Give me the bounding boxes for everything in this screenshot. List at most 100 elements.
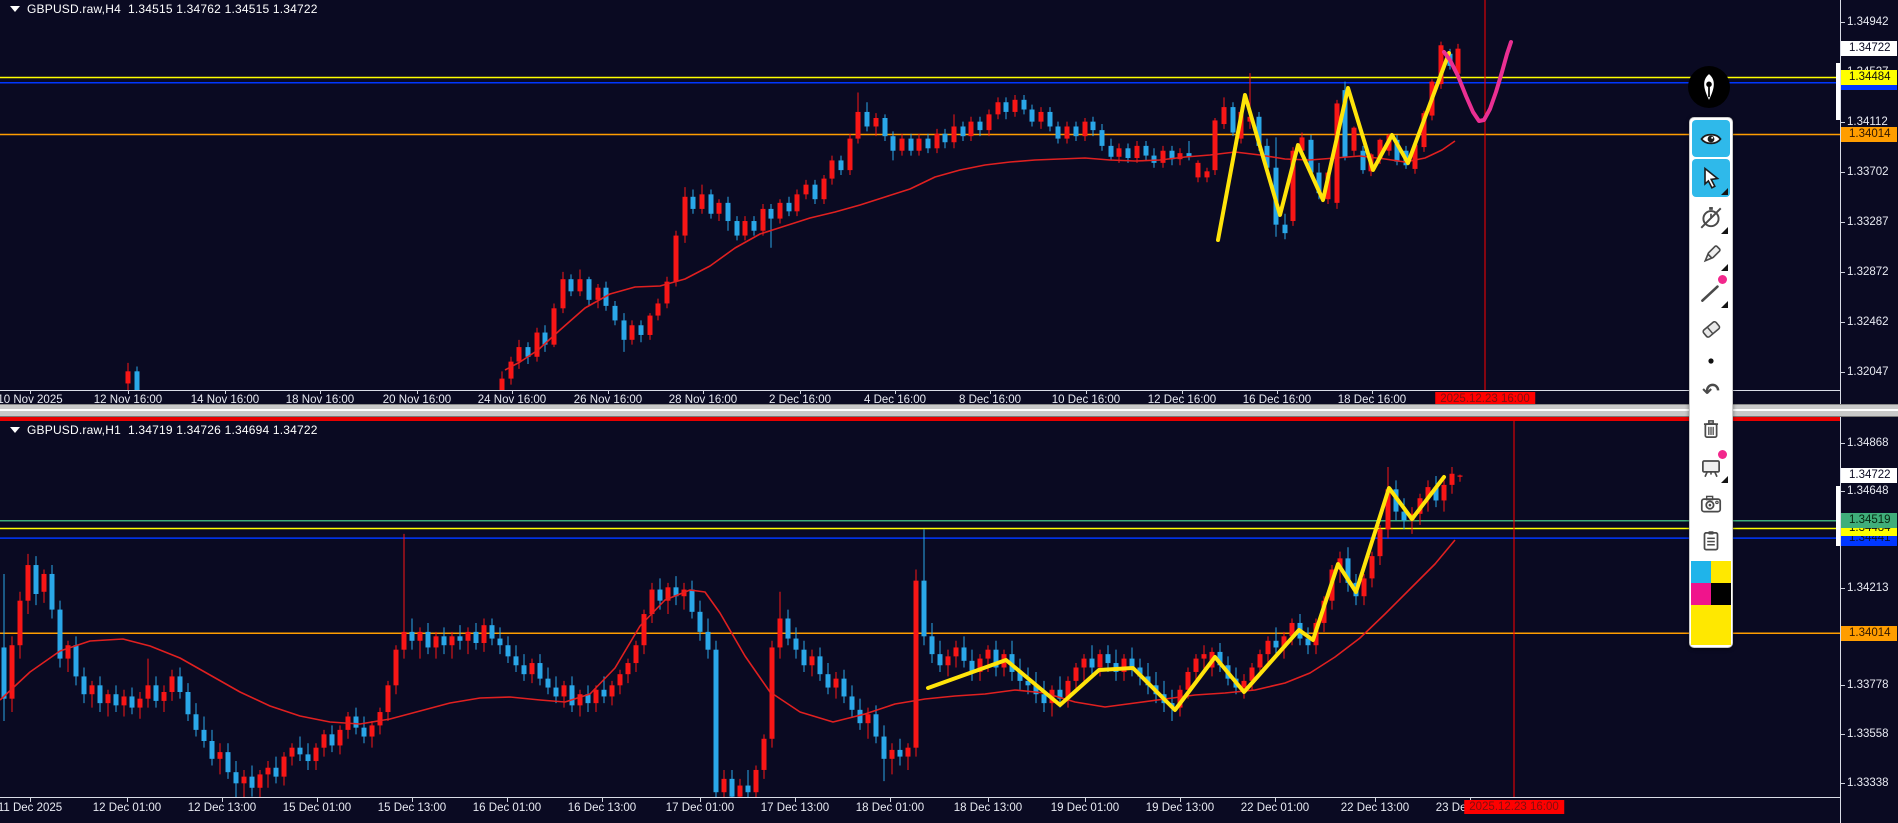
whiteboard-easel-icon	[1702, 459, 1720, 477]
active-chart-stripe	[0, 417, 1840, 421]
camera-icon	[1700, 495, 1722, 513]
time-axis-label: 17 Dec 01:00	[665, 802, 735, 814]
h1-axis-white-marker	[1836, 486, 1840, 546]
time-tick	[320, 390, 321, 394]
eye-icon	[1700, 133, 1722, 144]
time-axis-label: 16 Dec 01:00	[472, 802, 542, 814]
price-level-label-yellow: 1.34484	[1841, 70, 1897, 85]
price-axis-label: 1.34868	[1841, 436, 1897, 451]
marker-tool-button[interactable]	[1692, 236, 1730, 273]
line-tool-button[interactable]	[1692, 273, 1730, 310]
price-axis-label: 1.33778	[1841, 678, 1897, 693]
line-tool-icon	[1701, 285, 1719, 302]
time-cursor-label: 2025.12.23 16:00	[1435, 392, 1535, 406]
h4-time-axis[interactable]: 10 Nov 2025 12 Nov 16:00 14 Nov 16:00 18 No…	[0, 390, 1840, 414]
time-tick	[127, 798, 128, 802]
marker-pen-icon	[1703, 244, 1721, 262]
time-tick	[895, 390, 896, 394]
timer-tool-button[interactable]	[1692, 199, 1730, 236]
color-swatch-magenta[interactable]	[1691, 582, 1711, 605]
time-tick	[608, 390, 609, 394]
time-axis-label: 28 Nov 16:00	[668, 394, 738, 406]
color-swatch-black[interactable]	[1711, 582, 1731, 605]
time-tick	[412, 798, 413, 802]
brush-size-dot-button[interactable]	[1692, 348, 1730, 374]
h1-chart-plot[interactable]	[0, 421, 1840, 797]
undo-button[interactable]: ↶	[1692, 373, 1730, 410]
time-tick	[512, 390, 513, 394]
time-tick	[1086, 390, 1087, 394]
time-axis-label: 18 Dec 16:00	[1337, 394, 1407, 406]
price-axis-label: 1.33338	[1841, 776, 1897, 791]
price-level-label-cur: 1.34722	[1841, 468, 1897, 484]
time-axis-label: 15 Dec 01:00	[282, 802, 352, 814]
time-tick	[417, 390, 418, 394]
clipboard-button[interactable]	[1692, 522, 1730, 559]
time-axis-label: 24 Nov 16:00	[477, 394, 547, 406]
time-tick	[1375, 798, 1376, 802]
delete-drawings-button[interactable]	[1692, 411, 1730, 448]
time-axis-label: 20 Nov 16:00	[382, 394, 452, 406]
price-level-label-cur: 1.34722	[1841, 41, 1897, 57]
price-axis-label: 1.34112	[1841, 115, 1897, 130]
price-axis-label: 1.34942	[1841, 15, 1897, 30]
drawing-toolbar: ↶	[1689, 117, 1733, 648]
time-tick	[703, 390, 704, 394]
time-axis-label: 8 Dec 16:00	[958, 394, 1022, 406]
time-axis-label: 12 Dec 01:00	[92, 802, 162, 814]
price-axis-label: 1.32872	[1841, 265, 1897, 280]
time-axis-label: 16 Dec 13:00	[567, 802, 637, 814]
time-tick	[1275, 798, 1276, 802]
time-axis-label: 12 Dec 13:00	[187, 802, 257, 814]
time-tick	[795, 798, 796, 802]
eraser-tool-button[interactable]	[1692, 310, 1730, 347]
tool-options-corner	[1721, 476, 1728, 484]
visibility-tool-button[interactable]	[1692, 120, 1730, 158]
price-axis-label: 1.32047	[1841, 365, 1897, 380]
chart-dropdown-icon[interactable]	[10, 6, 20, 12]
tool-options-corner	[1721, 226, 1728, 234]
time-tick	[30, 390, 31, 394]
active-color-swatch[interactable]	[1691, 604, 1731, 646]
h4-chart-plot[interactable]	[0, 0, 1840, 390]
timer-off-icon	[1700, 207, 1722, 229]
color-swatch-cyan[interactable]	[1691, 560, 1711, 583]
time-tick	[988, 798, 989, 802]
time-tick	[317, 798, 318, 802]
price-axis[interactable]: 1.349421.347221.345271.344841.344411.341…	[1841, 0, 1898, 823]
time-tick	[1277, 390, 1278, 394]
time-axis-label: 11 Dec 2025	[0, 802, 63, 814]
tool-color-dot	[1718, 275, 1727, 285]
color-palette	[1691, 560, 1731, 605]
pen-tool-launcher-button[interactable]	[1688, 66, 1730, 108]
tool-color-dot	[1718, 449, 1727, 459]
h1-symbol-label: GBPUSD.raw,H1	[27, 423, 121, 437]
time-tick	[700, 798, 701, 802]
h4-ohlc-values: 1.34515 1.34762 1.34515 1.34722	[127, 2, 318, 16]
h1-time-axis[interactable]: 11 Dec 2025 12 Dec 01:00 12 Dec 13:00 15 De…	[0, 798, 1840, 822]
price-axis-label: 1.33287	[1841, 215, 1897, 230]
pen-nib-icon	[1704, 74, 1714, 100]
time-axis-label: 18 Dec 13:00	[953, 802, 1023, 814]
time-axis-label: 16 Dec 16:00	[1242, 394, 1312, 406]
time-axis-label: 10 Nov 2025	[0, 394, 63, 406]
chart-dropdown-icon[interactable]	[10, 427, 20, 433]
h4-candles-layer	[0, 0, 1840, 390]
tool-options-corner	[1721, 301, 1728, 309]
price-level-label-orange: 1.34014	[1841, 625, 1897, 641]
chart-window-separator[interactable]	[0, 404, 1898, 417]
time-axis-label: 14 Nov 16:00	[190, 394, 260, 406]
time-tick	[128, 390, 129, 394]
dot-size-icon	[1708, 357, 1714, 364]
time-tick	[890, 798, 891, 802]
h1-ohlc-values: 1.34719 1.34726 1.34694 1.34722	[127, 423, 318, 437]
whiteboard-tool-button[interactable]	[1692, 448, 1730, 485]
price-axis-label: 1.34648	[1841, 484, 1897, 499]
time-tick	[990, 390, 991, 394]
tool-options-corner	[1721, 187, 1728, 195]
time-tick	[800, 390, 801, 394]
select-cursor-tool-button[interactable]	[1692, 159, 1730, 197]
screenshot-button[interactable]	[1692, 485, 1730, 522]
color-swatch-yellow[interactable]	[1711, 560, 1731, 583]
time-tick	[602, 798, 603, 802]
